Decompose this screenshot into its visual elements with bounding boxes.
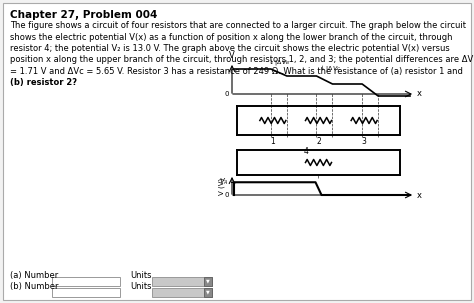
Text: (a) Number: (a) Number <box>10 271 58 280</box>
Text: ▼: ▼ <box>206 289 210 295</box>
Text: 2: 2 <box>316 137 321 146</box>
FancyBboxPatch shape <box>52 277 120 286</box>
FancyBboxPatch shape <box>52 288 120 297</box>
Text: x: x <box>417 191 422 199</box>
Text: ▼: ▼ <box>206 278 210 284</box>
FancyBboxPatch shape <box>204 288 212 297</box>
Text: Chapter 27, Problem 004: Chapter 27, Problem 004 <box>10 10 157 20</box>
FancyBboxPatch shape <box>3 3 471 300</box>
Text: V: V <box>229 51 235 60</box>
Text: = 1.71 V and ΔVᴄ = 5.65 V. Resistor 3 has a resistance of 249 Ω. What is the res: = 1.71 V and ΔVᴄ = 5.65 V. Resistor 3 ha… <box>10 67 463 76</box>
Text: (b) Number: (b) Number <box>10 282 58 291</box>
FancyBboxPatch shape <box>152 277 212 286</box>
Text: position x along the upper branch of the circuit, through resistors 1, 2, and 3;: position x along the upper branch of the… <box>10 55 474 65</box>
Text: Units: Units <box>130 282 152 291</box>
FancyBboxPatch shape <box>152 288 212 297</box>
Text: 0: 0 <box>225 91 229 97</box>
Text: $\downarrow|\Delta V_C$: $\downarrow|\Delta V_C$ <box>319 63 342 73</box>
Text: The figure shows a circuit of four resistors that are connected to a larger circ: The figure shows a circuit of four resis… <box>10 21 466 30</box>
Text: 0: 0 <box>225 192 229 198</box>
Text: (b) resistor 2?: (b) resistor 2? <box>10 78 77 88</box>
Text: x: x <box>417 89 422 98</box>
FancyBboxPatch shape <box>204 277 212 286</box>
Text: $\downarrow|\Delta V_B$: $\downarrow|\Delta V_B$ <box>267 57 290 67</box>
Text: 1: 1 <box>271 137 275 146</box>
Text: shows the electric potential V(x) as a function of position x along the lower br: shows the electric potential V(x) as a f… <box>10 32 453 42</box>
Text: 3: 3 <box>362 137 366 146</box>
Text: resistor 4; the potential V₂ is 13.0 V. The graph above the circuit shows the el: resistor 4; the potential V₂ is 13.0 V. … <box>10 44 450 53</box>
Text: $V_A$: $V_A$ <box>219 177 229 187</box>
Text: V (V): V (V) <box>219 178 225 195</box>
Text: 4: 4 <box>304 146 309 155</box>
Text: Units: Units <box>130 271 152 280</box>
